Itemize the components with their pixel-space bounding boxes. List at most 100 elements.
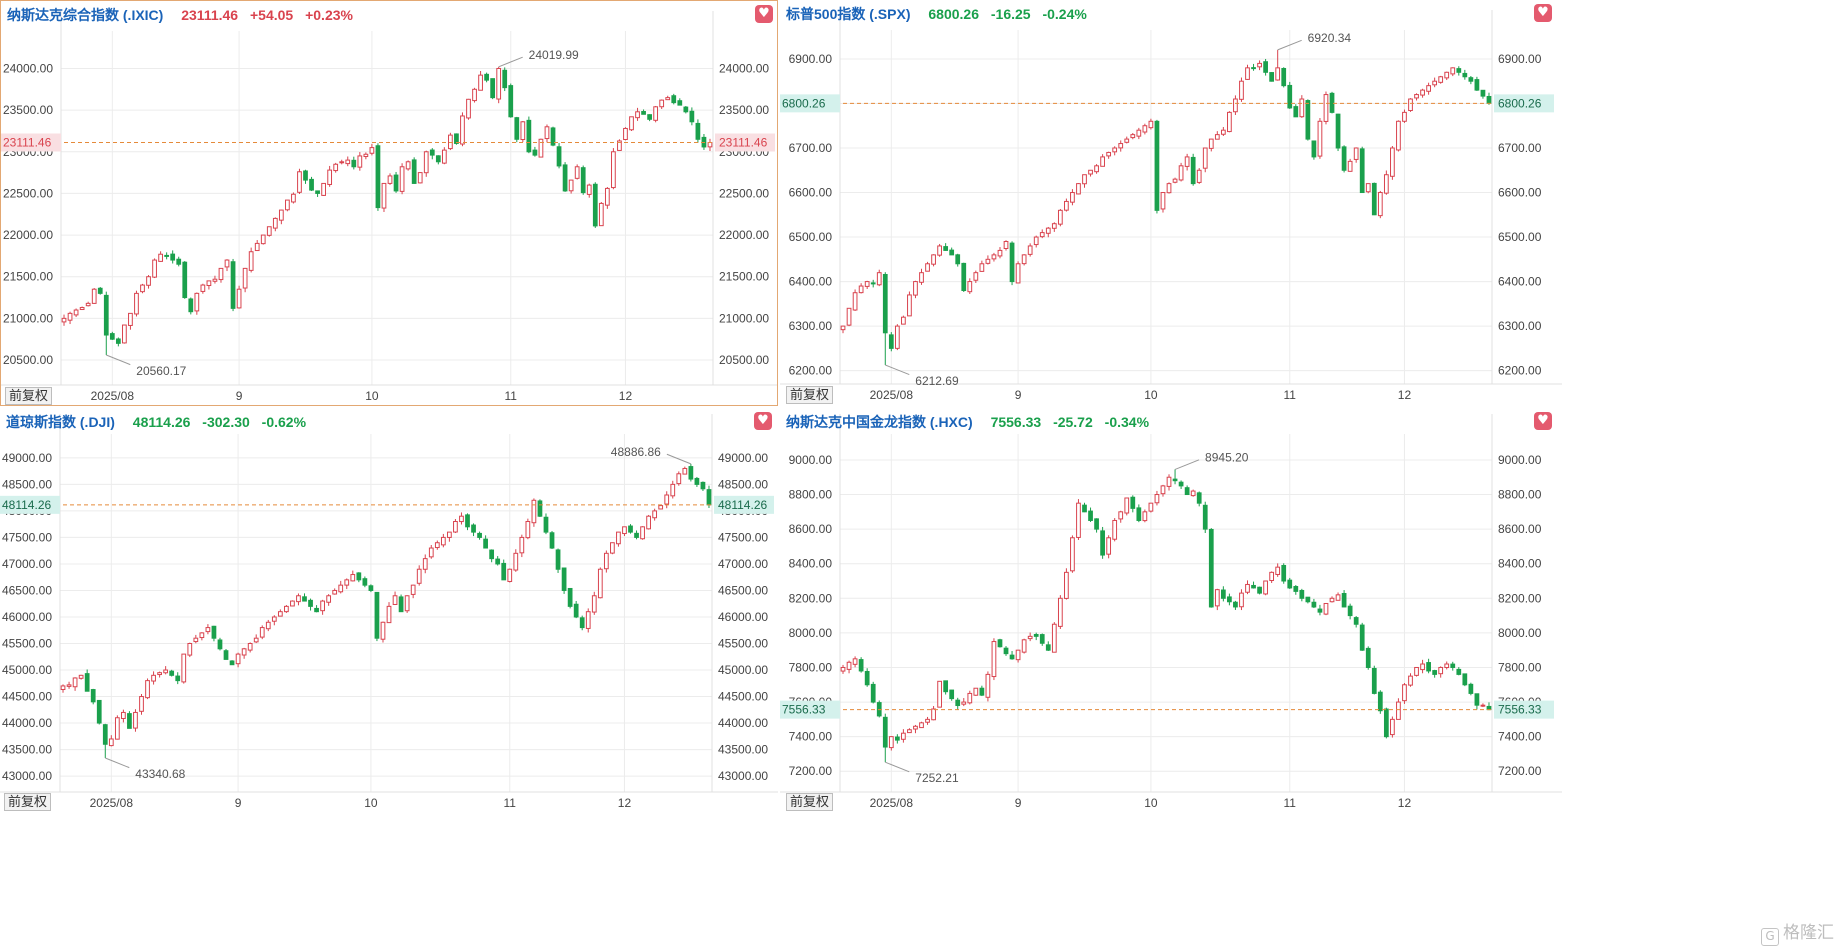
candle-body-down <box>955 699 961 707</box>
candle-body-up <box>1124 138 1130 143</box>
y-tick-label-left: 8400.00 <box>789 557 833 571</box>
y-tick-label-right: 49000.00 <box>718 451 768 465</box>
y-tick-label-right: 8800.00 <box>1498 488 1542 502</box>
candle-body-down <box>858 659 864 672</box>
candle-body-up <box>199 632 205 639</box>
candle-body-down <box>1468 77 1474 82</box>
candle-body-up <box>277 611 283 617</box>
candle-body-down <box>1202 504 1208 530</box>
y-tick-label-right: 6900.00 <box>1498 52 1542 66</box>
candle-body-down <box>706 489 712 506</box>
candle-body-up <box>339 161 345 164</box>
candle-body-up <box>973 272 979 281</box>
index-name[interactable]: 标普500指数 (.SPX) <box>786 6 911 22</box>
y-tick-label-left: 46500.00 <box>2 583 52 597</box>
y-tick-label-right: 6600.00 <box>1498 186 1542 200</box>
candle-body-up <box>913 725 918 730</box>
y-tick-label-left: 6600.00 <box>789 186 833 200</box>
adjust-mode-button[interactable]: 前复权 <box>4 793 52 811</box>
candle-body-down <box>508 85 514 118</box>
candle-body-up <box>78 674 84 679</box>
candle-body-up <box>332 589 338 595</box>
chart-panel-hxc[interactable]: 9000.00 9000.00 8800.00 8800.00 8600.00 8600.… <box>780 408 1840 950</box>
favorite-heart-icon[interactable]: ♥ <box>755 5 773 23</box>
index-name[interactable]: 道琼斯指数 (.DJI) <box>6 414 115 430</box>
candle-body-down <box>688 466 694 480</box>
candle-body-up <box>247 642 253 651</box>
candle-body-up <box>610 542 615 554</box>
candle-body-up <box>507 568 513 582</box>
adjust-mode-button[interactable]: 前复权 <box>786 793 834 811</box>
x-tick-label: 2025/08 <box>870 388 914 402</box>
candle-body-down <box>127 713 132 729</box>
candle-body-up <box>664 494 670 505</box>
last-price-badge-right <box>1494 94 1554 113</box>
candle-body-down <box>309 178 314 191</box>
favorite-heart-icon[interactable]: ♥ <box>1534 412 1552 430</box>
candle-body-down <box>550 127 556 146</box>
candle-body-up <box>1323 602 1329 615</box>
adjust-mode-button[interactable]: 前复权 <box>5 387 53 405</box>
candle-body-up <box>1100 156 1105 167</box>
candle-body-up <box>967 281 973 293</box>
y-tick-label-right: 7400.00 <box>1498 730 1542 744</box>
favorite-heart-icon[interactable]: ♥ <box>754 412 772 430</box>
adjust-mode-button[interactable]: 前复权 <box>786 386 834 404</box>
candle-body-up <box>453 521 458 533</box>
candle-body-down <box>1456 668 1462 675</box>
chart-panel-dji[interactable]: 49000.0049000.0048500.0048500.0048000.00… <box>0 408 778 950</box>
y-tick-label-left: 48500.00 <box>2 477 52 491</box>
chart-panel-ixic[interactable]: 24000.00 24000.00 23500.00 23500.00 23000.00… <box>0 0 778 406</box>
candle-body-down <box>374 591 380 639</box>
candle-body-up <box>1160 485 1166 495</box>
candle-body-up <box>1317 120 1323 157</box>
candle-body-up <box>1335 594 1341 601</box>
y-tick-label-right: 6200.00 <box>1498 364 1542 378</box>
low-annotation: 7252.21 <box>915 771 959 785</box>
candle-body-down <box>532 149 538 156</box>
candle-body-up <box>1396 120 1401 151</box>
last-price-badge-left <box>780 94 840 113</box>
x-tick-label: 9 <box>236 389 243 403</box>
y-tick-label-right: 8600.00 <box>1498 522 1542 536</box>
candle-body-down <box>1082 504 1087 513</box>
candle-body-up <box>459 515 464 523</box>
x-tick-label: 10 <box>365 389 379 403</box>
candle-body-up <box>271 616 277 622</box>
candle-body-up <box>399 166 405 192</box>
candle-body-down <box>1251 67 1256 70</box>
candle-body-down <box>115 338 121 344</box>
last-price-label-right: 7556.33 <box>1498 703 1542 717</box>
index-name[interactable]: 纳斯达克综合指数 (.IXIC) <box>7 7 164 23</box>
candle-body-down <box>949 689 955 700</box>
candle-body-down <box>1130 496 1136 509</box>
favorite-heart-icon[interactable]: ♥ <box>1534 4 1552 22</box>
chart-panel-spx[interactable]: 6900.006900.006800.006800.006700.006700.… <box>780 0 1840 406</box>
candle-body-down <box>1359 148 1365 194</box>
candle-body-up <box>344 579 350 586</box>
candle-body-down <box>1305 100 1311 140</box>
y-tick-label-right: 44500.00 <box>718 690 768 704</box>
candle-body-up <box>79 307 85 311</box>
high-annotation-pointer <box>666 453 692 465</box>
candle-body-up <box>840 325 846 331</box>
candle-body-up <box>997 249 1003 257</box>
last-price-label-right: 23111.46 <box>719 135 768 149</box>
y-tick-label-left: 9000.00 <box>789 453 833 467</box>
last-price: 48114.26 <box>132 414 191 430</box>
candle-body-up <box>139 696 144 712</box>
candle-body-down <box>943 680 949 693</box>
candle-body-up <box>846 307 852 326</box>
y-tick-label-right: 48500.00 <box>718 477 768 491</box>
candle-body-up <box>1106 151 1112 157</box>
candle-body-down <box>1208 528 1214 608</box>
index-name[interactable]: 纳斯达克中国金龙指数 (.HXC) <box>786 414 973 430</box>
candle-body-up <box>1015 649 1021 661</box>
candle-body-up <box>1432 80 1438 86</box>
candle-body-up <box>386 605 392 624</box>
candle-body-up <box>1118 143 1124 149</box>
candle-body-down <box>677 100 683 106</box>
last-price-badge-left <box>0 495 60 514</box>
candle-body-up <box>1039 232 1045 238</box>
